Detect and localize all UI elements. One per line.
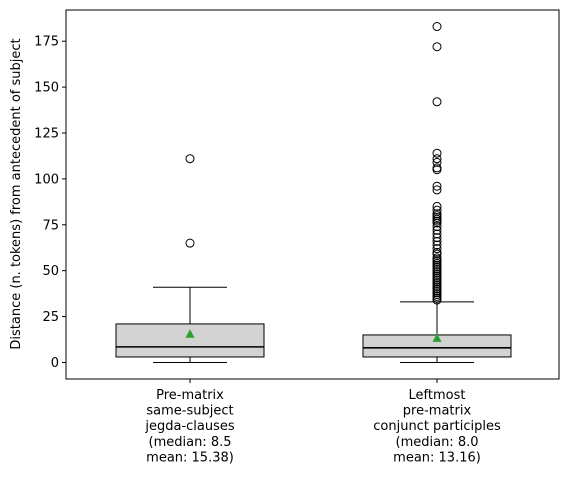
box-group xyxy=(115,154,265,363)
x-tick-label-line: same-subject xyxy=(146,404,233,419)
y-tick-label: 50 xyxy=(42,264,59,279)
y-axis: 0 25 50 75 100 125 150 175 xyxy=(34,35,66,371)
outlier-point xyxy=(432,205,442,215)
iqr-box xyxy=(115,323,265,358)
mean-marker xyxy=(432,333,442,342)
outlier-point xyxy=(432,97,442,107)
box-group xyxy=(362,22,512,363)
y-tick-label: 0 xyxy=(51,356,59,371)
y-tick-label: 75 xyxy=(42,218,59,233)
x-tick-label-line: conjunct participles xyxy=(373,419,501,434)
outlier-point xyxy=(432,181,442,191)
outlier-point xyxy=(432,233,442,243)
x-tick-label-line: (median: 8.0 xyxy=(396,435,479,450)
outlier-point xyxy=(432,157,442,167)
outlier-point xyxy=(432,225,442,235)
outlier-point xyxy=(432,148,442,158)
outlier-point xyxy=(432,229,442,239)
x-axis: Pre-matrix same-subject jegda-clauses (medi… xyxy=(144,379,501,465)
outlier-point xyxy=(432,185,442,195)
x-tick-label-line: (median: 8.5 xyxy=(149,435,232,450)
plot-area xyxy=(115,22,512,363)
mean-marker xyxy=(185,329,195,338)
outlier-point xyxy=(432,201,442,211)
x-tick-label-line: pre-matrix xyxy=(403,404,472,419)
outlier-point xyxy=(432,42,442,52)
outlier-point xyxy=(432,244,442,254)
x-tick-label: Pre-matrix same-subject jegda-clauses (medi… xyxy=(144,388,235,465)
outlier-point xyxy=(432,209,442,219)
outlier-point xyxy=(432,253,442,263)
outlier-point xyxy=(432,22,442,32)
x-tick-label-line: Pre-matrix xyxy=(156,388,224,403)
axes-frame xyxy=(65,9,560,380)
y-tick-label: 100 xyxy=(34,172,59,187)
y-tick-label: 150 xyxy=(34,81,59,96)
outlier-point xyxy=(185,238,195,248)
y-tick-label: 175 xyxy=(34,35,59,50)
outlier-point xyxy=(432,154,442,164)
outlier-point xyxy=(432,222,442,232)
x-tick-label-line: Leftmost xyxy=(409,388,466,403)
x-tick-label: Leftmost pre-matrix conjunct participles (m… xyxy=(373,388,501,465)
outlier-point xyxy=(432,247,442,257)
y-axis-label: Distance (n. tokens) from antecedent of … xyxy=(9,38,24,349)
outlier-point xyxy=(432,163,442,173)
x-tick-label-line: jegda-clauses xyxy=(144,419,235,434)
outlier-point xyxy=(432,240,442,250)
outlier-point xyxy=(432,236,442,246)
x-tick-label-line: mean: 15.38) xyxy=(146,450,234,465)
x-tick-label-line: mean: 13.16) xyxy=(393,450,481,465)
y-tick-label: 125 xyxy=(34,127,59,142)
y-tick-label: 25 xyxy=(42,310,59,325)
outlier-point xyxy=(185,154,195,164)
